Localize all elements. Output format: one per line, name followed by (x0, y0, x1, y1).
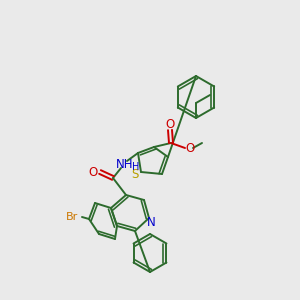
Text: N: N (147, 217, 155, 230)
Text: O: O (88, 166, 98, 178)
Text: S: S (131, 167, 139, 181)
Text: O: O (165, 118, 175, 130)
Text: Br: Br (66, 212, 78, 222)
Text: NH: NH (116, 158, 134, 172)
Text: H: H (132, 162, 140, 172)
Text: O: O (185, 142, 195, 155)
